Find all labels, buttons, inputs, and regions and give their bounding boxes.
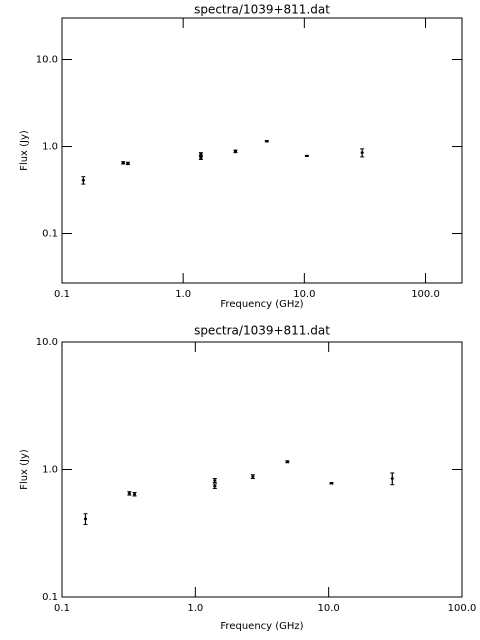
x-tick-label: 10.0 [293, 289, 315, 300]
x-axis-label: Frequency (GHz) [220, 621, 303, 632]
data-point [127, 492, 131, 495]
data-point [233, 150, 237, 153]
plot-frame [61, 17, 463, 284]
y-axis-label: Flux (Jy) [19, 130, 30, 171]
x-tick-label: 1.0 [175, 289, 191, 300]
data-point [126, 162, 130, 165]
data-point [213, 485, 217, 488]
chart-title: spectra/1039+811.dat [194, 324, 330, 338]
data-point [199, 156, 203, 159]
y-tick-label: 0.1 [42, 592, 58, 603]
data-point [213, 479, 217, 482]
y-tick-label: 0.1 [42, 229, 58, 240]
x-tick-label: 10.0 [318, 603, 340, 614]
plot-frame [61, 341, 463, 598]
y-tick-label: 1.0 [42, 142, 58, 153]
data-point [360, 151, 364, 154]
x-tick-label: 0.1 [54, 603, 70, 614]
data-point [133, 493, 137, 496]
y-tick-label: 10.0 [36, 337, 58, 348]
y-tick-label: 10.0 [36, 55, 58, 66]
x-axis-label: Frequency (GHz) [220, 299, 303, 310]
chart-title: spectra/1039+811.dat [194, 3, 330, 17]
data-point [265, 140, 269, 143]
data-point [285, 460, 289, 463]
data-point [121, 161, 125, 164]
data-point [305, 154, 309, 157]
y-axis-label: Flux (Jy) [19, 449, 30, 490]
x-tick-label: 0.1 [54, 289, 70, 300]
x-tick-label: 100.0 [411, 289, 440, 300]
x-tick-label: 100.0 [448, 603, 477, 614]
y-tick-label: 1.0 [42, 465, 58, 476]
data-point [329, 482, 333, 485]
data-point [390, 477, 394, 480]
data-point [81, 179, 85, 182]
x-tick-label: 1.0 [187, 603, 203, 614]
data-point [199, 153, 203, 156]
data-point [83, 517, 87, 520]
data-point [251, 475, 255, 478]
